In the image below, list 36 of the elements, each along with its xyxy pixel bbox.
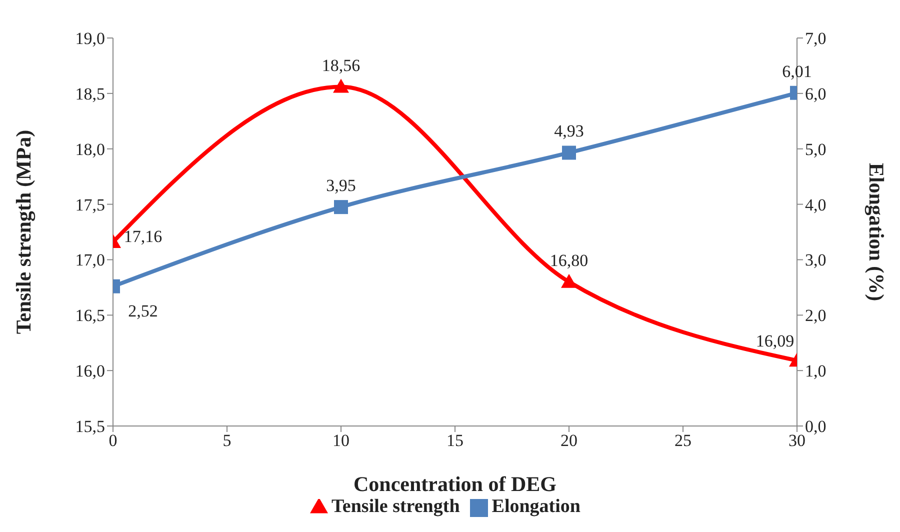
y2-tick-label: 3,0 <box>805 250 826 270</box>
legend-label: Tensile strength <box>332 496 460 517</box>
x-tick-label: 15 <box>446 431 464 450</box>
legend-label: Elongation <box>492 496 580 517</box>
y-tick-label: 16,5 <box>75 306 105 326</box>
data-label: 17,16 <box>124 226 162 246</box>
x-tick-label: 5 <box>222 431 232 450</box>
y-tick-label: 16,0 <box>75 362 105 381</box>
data-label: 16,80 <box>550 250 588 270</box>
y-tick-label: 18,0 <box>75 140 105 159</box>
y2-axis-title: Elongation (%) <box>864 162 889 302</box>
y-tick-label: 17,5 <box>75 195 105 214</box>
y2-tick-label: 7,0 <box>805 29 826 48</box>
y-tick-label: 15,5 <box>75 417 105 436</box>
data-label: 16,09 <box>756 332 794 351</box>
y-tick-label: 17,0 <box>75 250 105 270</box>
y-tick-label: 18,5 <box>75 84 105 104</box>
data-label: 2,52 <box>128 301 158 320</box>
x-tick-label: 25 <box>674 431 692 450</box>
data-label: 4,93 <box>554 122 584 141</box>
y-axis-title: Tensile strength (MPa) <box>11 130 36 334</box>
y2-tick-label: 4,0 <box>805 195 826 214</box>
data-label: 6,01 <box>782 62 812 81</box>
data-label: 3,95 <box>326 176 356 196</box>
x-tick-label: 10 <box>332 431 350 450</box>
x-tick-label: 20 <box>560 431 578 450</box>
y2-tick-label: 1,0 <box>805 362 826 381</box>
data-label: 18,56 <box>322 56 360 75</box>
y2-tick-label: 6,0 <box>805 84 826 104</box>
y2-tick-label: 2,0 <box>805 306 826 326</box>
y2-tick-label: 0,0 <box>805 417 826 436</box>
y-tick-label: 19,0 <box>75 29 105 48</box>
x-axis-title: Concentration of DEG <box>354 472 556 496</box>
x-tick-label: 0 <box>108 431 118 450</box>
x-tick-label: 30 <box>788 431 806 450</box>
y2-tick-label: 5,0 <box>805 140 826 159</box>
